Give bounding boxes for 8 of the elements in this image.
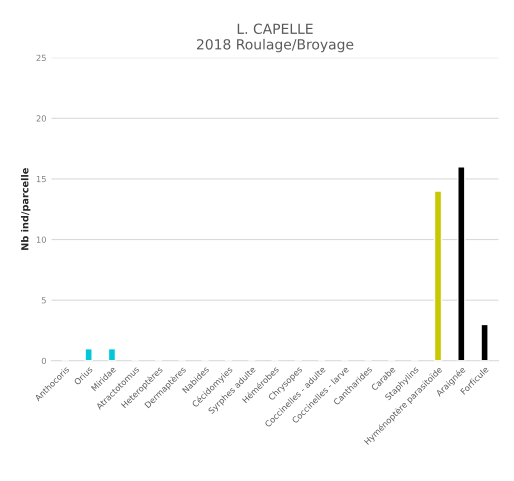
y-tick-label: 0 bbox=[42, 358, 46, 364]
chart-title: L. CAPELLE 2018 Roulage/Broyage bbox=[197, 24, 354, 52]
y-tick-label: 20 bbox=[36, 115, 46, 122]
y-axis-title: Nb ind/parcelle bbox=[20, 168, 30, 250]
y-tick-label: 5 bbox=[42, 297, 46, 304]
y-tick-label: 25 bbox=[36, 54, 46, 62]
y-tick-label: 10 bbox=[36, 236, 46, 243]
y-tick-label: 15 bbox=[36, 176, 46, 182]
